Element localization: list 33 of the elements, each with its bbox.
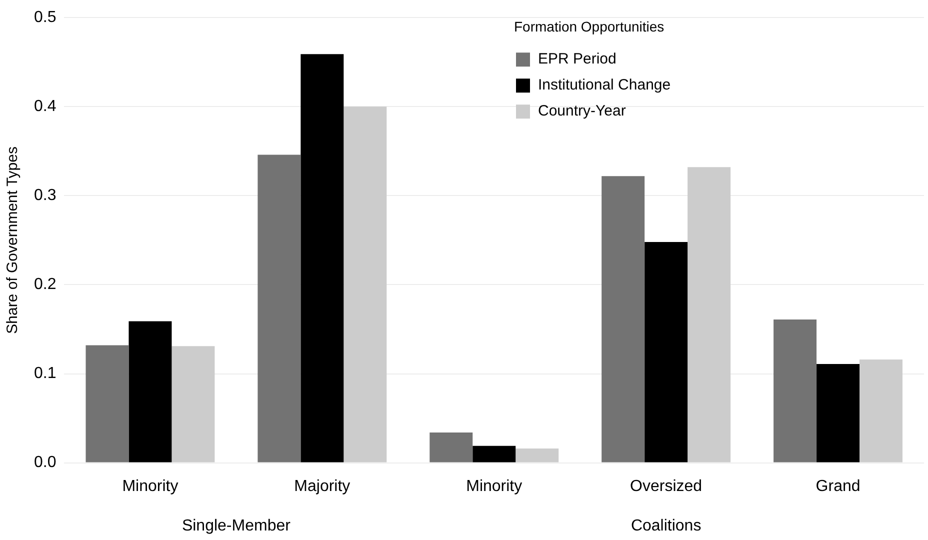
x-tick-label: Majority xyxy=(294,478,350,495)
legend-label: EPR Period xyxy=(538,50,616,68)
x-tick-label: Oversized xyxy=(630,478,702,495)
y-axis-title: Share of Government Types xyxy=(4,146,22,334)
bar xyxy=(258,154,301,462)
x-tick-label: Minority xyxy=(122,478,178,495)
bar xyxy=(602,176,645,462)
text: Single-Member xyxy=(182,517,292,534)
y-tick-label: 0.1 xyxy=(34,365,56,382)
bar xyxy=(300,54,344,462)
y-tick-label: 0.4 xyxy=(34,98,56,116)
bar xyxy=(430,432,473,462)
bar xyxy=(644,242,688,462)
legend-title: Formation Opportunities xyxy=(514,18,664,34)
bar xyxy=(128,321,172,462)
y-tick-label: 0.3 xyxy=(34,187,56,204)
x-tick-label: Minority xyxy=(466,478,522,495)
text: Coalitions xyxy=(630,517,702,534)
bar xyxy=(472,446,516,462)
legend-label: Institutional Change xyxy=(538,76,671,94)
bar xyxy=(344,106,387,462)
y-tick-label: 0.0 xyxy=(34,454,56,472)
bar xyxy=(688,167,731,462)
bar xyxy=(86,345,129,462)
y-tick-label: 0.2 xyxy=(34,276,56,294)
x-tick-label: Grand xyxy=(816,478,860,495)
y-tick-label: 0.5 xyxy=(34,9,56,26)
legend-label: Country-Year xyxy=(538,102,626,120)
bar xyxy=(172,346,215,462)
bar xyxy=(516,448,559,462)
bar xyxy=(816,364,860,462)
bar xyxy=(860,360,903,462)
bar xyxy=(774,319,817,462)
